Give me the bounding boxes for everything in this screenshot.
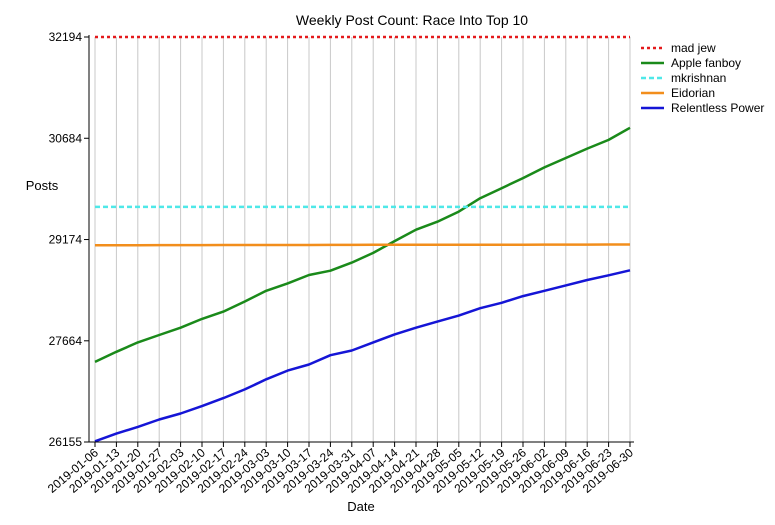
grid-lines — [94, 37, 631, 442]
legend-label: mkrishnan — [671, 71, 726, 85]
x-axis-label: Date — [347, 499, 374, 514]
y-tick-label: 26155 — [49, 435, 83, 449]
axes: 26155276642917430684321942019-01-062019-… — [45, 30, 636, 496]
y-tick-label: 32194 — [49, 30, 83, 44]
chart-title: Weekly Post Count: Race Into Top 10 — [296, 12, 528, 28]
y-axis-label: Posts — [26, 178, 59, 193]
legend-label: Relentless Power — [671, 101, 764, 115]
legend-label: Eidorian — [671, 86, 715, 100]
y-tick-label: 27664 — [49, 334, 83, 348]
series-group — [94, 35, 631, 443]
legend-label: mad jew — [671, 41, 716, 55]
legend-label: Apple fanboy — [671, 56, 741, 70]
series-line — [95, 243, 630, 247]
y-tick-label: 30684 — [49, 131, 83, 145]
series-line — [94, 269, 631, 443]
series-line — [94, 126, 631, 364]
y-tick-label: 29174 — [49, 233, 83, 247]
